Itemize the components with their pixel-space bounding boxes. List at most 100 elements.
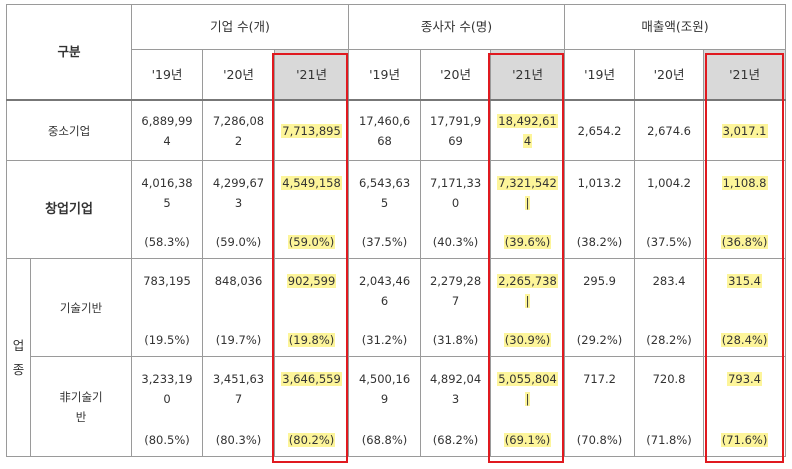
sme-statistics-table: 구분 기업 수(개) 종사자 수(명) 매출액(조원) '19년 '20년 '2… — [5, 4, 787, 457]
cell-percent: (28.4%) — [720, 333, 769, 347]
nontech-cell-2: 3,646,559 (80.2%) — [274, 356, 350, 457]
cell-value: 4,016,38 5 — [141, 176, 193, 210]
tech-cell-6: 295.9 (29.2%) — [564, 258, 636, 357]
sme-cell-0: 6,889,99 4 — [131, 99, 204, 161]
cell-value: 2,674.6 — [647, 123, 691, 138]
header-group-sales: 매출액(조원) — [564, 4, 787, 50]
tech-cell-7: 283.4 (28.2%) — [634, 258, 705, 357]
cell-percent: (19.5%) — [144, 333, 190, 347]
cell-value: 783,195 — [143, 274, 191, 288]
cell-value: 283.4 — [652, 274, 686, 288]
cell-percent: (71.6%) — [720, 433, 769, 447]
cell-percent: (68.8%) — [361, 433, 408, 447]
cell-value: 2,654.2 — [577, 123, 622, 138]
cell-percent: (40.3%) — [432, 235, 479, 249]
cell-percent: (58.3%) — [144, 235, 190, 249]
startup-cell-8: 1,108.8 (36.8%) — [703, 160, 787, 259]
cell-percent: (19.7%) — [215, 333, 262, 347]
cell-value: 4,500,16 9 — [358, 372, 411, 406]
cell-value: 1,013.2 — [577, 176, 622, 190]
row-label-sme: 중소기업 — [5, 99, 133, 161]
startup-cell-5: 7,321,542 | (39.6%) — [490, 160, 566, 259]
sme-cell-5: 18,492,61 4 — [490, 99, 566, 161]
startup-cell-7: 1,004.2 (37.5%) — [634, 160, 705, 259]
nontech-cell-5: 5,055,804 | (69.1%) — [490, 356, 566, 457]
cell-percent: (80.5%) — [144, 433, 190, 447]
sme-cell-3: 17,460,6 68 — [348, 99, 422, 161]
cell-value: 720.8 — [652, 372, 686, 386]
cell-percent: (70.8%) — [576, 433, 623, 447]
cell-percent: (19.8%) — [287, 333, 336, 347]
tech-cell-8: 315.4 (28.4%) — [703, 258, 787, 357]
table-row-tech: 업 종 기술기반 783,195 (19.5%) 848,036 (19.7%) 902… — [6, 258, 787, 457]
nontech-cell-7: 720.8 (71.8%) — [634, 356, 705, 457]
header-category: 구분 — [5, 4, 133, 101]
header-year-19: '19년 — [564, 49, 636, 101]
cell-value: 3,017.1 — [721, 123, 768, 138]
cell-value: 902,599 — [286, 274, 337, 288]
cell-percent: (80.2%) — [287, 433, 336, 447]
nontech-cell-4: 4,892,04 3 (68.2%) — [420, 356, 492, 457]
header-group-employees: 종사자 수(명) — [348, 4, 566, 50]
table-row-startup: 창업기업 4,016,38 5 (58.3%) 4,299,67 3 (59.0%) 4… — [5, 160, 787, 259]
header-year-19: '19년 — [131, 49, 204, 101]
cell-value: 3,451,63 7 — [212, 372, 265, 406]
cell-value: 3,646,559 — [281, 372, 342, 386]
tech-cell-5: 2,265,738 | (30.9%) — [490, 258, 566, 357]
header-year-21: '21년 — [703, 49, 787, 101]
cell-percent: (36.8%) — [720, 235, 769, 249]
cell-value: 7,321,542 | — [497, 176, 558, 210]
sme-cell-8: 3,017.1 — [703, 99, 787, 161]
nontech-cell-3: 4,500,16 9 (68.8%) — [348, 356, 422, 457]
cell-percent: (59.0%) — [215, 235, 262, 249]
startup-cell-2: 4,549,158 (59.0%) — [274, 160, 350, 259]
table-row-nontech: 非기술기 반 3,233,19 0 (80.5%) 3,451,63 7 (80.3%… — [7, 356, 787, 457]
cell-value: 848,036 — [214, 274, 263, 288]
cell-value: 1,108.8 — [721, 176, 768, 190]
header-year-20: '20년 — [420, 49, 492, 101]
header-year-21: '21년 — [490, 49, 566, 101]
sme-cell-4: 17,791,9 69 — [420, 99, 492, 161]
cell-percent: (30.9%) — [503, 333, 552, 347]
cell-percent: (59.0%) — [287, 235, 336, 249]
startup-cell-6: 1,013.2 (38.2%) — [564, 160, 636, 259]
startup-cell-3: 6,543,63 5 (37.5%) — [348, 160, 422, 259]
cell-value: 793.4 — [727, 372, 763, 386]
cell-value: 4,549,158 — [281, 176, 342, 190]
cell-value: 2,265,738 | — [497, 274, 558, 308]
cell-value: 7,713,895 — [281, 123, 342, 138]
cell-percent: (29.2%) — [576, 333, 623, 347]
cell-value: 717.2 — [583, 372, 617, 386]
table-row-sme: 중소기업 6,889,99 4 7,286,08 2 7,713,895 17,460… — [5, 99, 787, 161]
nontech-cell-0: 3,233,19 0 (80.5%) — [131, 356, 204, 457]
side-label-industry: 업 종 — [6, 258, 31, 457]
startup-cell-4: 7,171,33 0 (40.3%) — [420, 160, 492, 259]
cell-value: 6,889,99 4 — [141, 113, 193, 148]
cell-value: 2,043,46 6 — [358, 274, 411, 308]
tech-cell-3: 2,043,46 6 (31.2%) — [348, 258, 422, 357]
cell-percent: (39.6%) — [503, 235, 552, 249]
cell-percent: (37.5%) — [646, 235, 692, 249]
tech-cell-0: 783,195 (19.5%) — [131, 258, 204, 357]
cell-value: 17,460,6 68 — [358, 113, 411, 148]
startup-cell-1: 4,299,67 3 (59.0%) — [202, 160, 276, 259]
header-year-21: '21년 — [274, 49, 350, 101]
cell-percent: (31.2%) — [361, 333, 408, 347]
nontech-cell-1: 3,451,63 7 (80.3%) — [202, 356, 276, 457]
cell-value: 295.9 — [583, 274, 617, 288]
sme-cell-1: 7,286,08 2 — [202, 99, 276, 161]
sme-cell-6: 2,654.2 — [564, 99, 636, 161]
nontech-cell-6: 717.2 (70.8%) — [564, 356, 636, 457]
cell-value: 5,055,804 | — [497, 372, 558, 406]
cell-value: 3,233,19 0 — [141, 372, 193, 406]
cell-value: 1,004.2 — [647, 176, 691, 190]
cell-value: 315.4 — [727, 274, 763, 288]
nontech-cell-8: 793.4 (71.6%) — [703, 356, 787, 457]
header-year-20: '20년 — [202, 49, 276, 101]
sme-cell-7: 2,674.6 — [634, 99, 705, 161]
cell-value: 6,543,63 5 — [358, 176, 411, 210]
cell-value: 4,299,67 3 — [212, 176, 265, 210]
cell-value: 2,279,28 7 — [429, 274, 482, 308]
cell-percent: (37.5%) — [361, 235, 408, 249]
